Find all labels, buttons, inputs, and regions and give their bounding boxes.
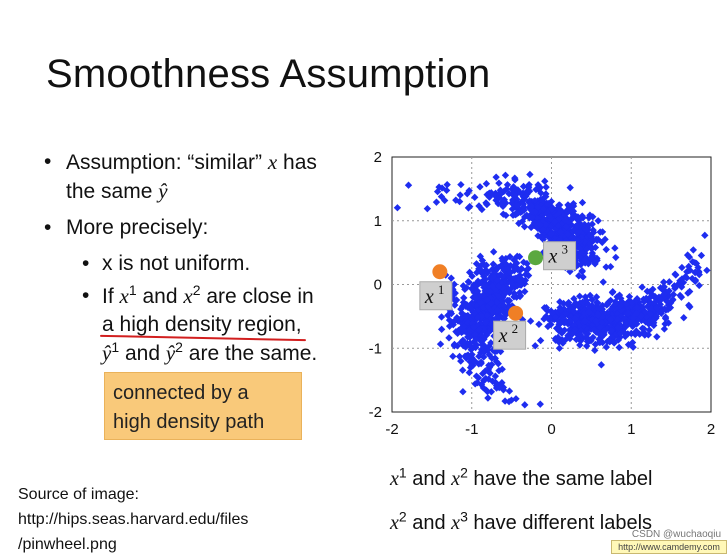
subbullet-high-density: If x1 and x2 are close in a high density…: [40, 282, 370, 368]
callout-line: high density path: [113, 411, 265, 433]
math-x3: x: [451, 512, 461, 534]
math-yhat: ŷ: [158, 179, 168, 203]
point-x2: [508, 305, 524, 321]
bullet-text: More precisely:: [66, 216, 209, 239]
point-x1: [432, 264, 448, 280]
caption-text: have different labels: [467, 512, 653, 534]
sup-3: 3: [460, 508, 468, 525]
math-x2: x: [183, 284, 193, 308]
subbullet-text: are close in: [200, 285, 314, 308]
bullet-assumption: Assumption: “similar” x has the same ŷ: [40, 148, 370, 206]
x-tick-label: -1: [465, 421, 478, 438]
subbullet-text: and: [119, 342, 166, 365]
label-box-x1: [419, 281, 453, 311]
source-url: http://hips.seas.harvard.edu/files: [18, 511, 249, 528]
subbullet-text: are the same.: [182, 342, 318, 365]
x-tick-label: 1: [627, 421, 635, 438]
bullet-text: the same: [66, 180, 159, 203]
source-label: Source of image:: [18, 486, 139, 503]
subbullet-text: x is not uniform.: [102, 252, 251, 275]
label-sup-x1: 1: [438, 282, 445, 297]
bullet-text: has: [277, 151, 317, 174]
sup-2: 2: [175, 339, 183, 355]
high-density-region-text: a high density region,: [102, 313, 302, 336]
x-tick-label: 0: [547, 421, 555, 438]
sup-1: 1: [111, 339, 120, 355]
math-x1: x: [119, 284, 129, 308]
x-tick-label: 2: [707, 421, 715, 438]
math-x2: x: [451, 468, 461, 490]
csdn-watermark: CSDN @wuchaoqiu: [629, 529, 723, 540]
sup-1: 1: [128, 282, 137, 298]
source-note: Source of image: http://hips.seas.harvar…: [18, 482, 248, 557]
y-tick-label: 1: [374, 213, 382, 230]
sup-2: 2: [192, 282, 201, 298]
caption-text: and: [406, 468, 452, 490]
sup-1: 1: [398, 464, 407, 481]
bullet-more-precisely: More precisely:: [40, 214, 370, 242]
bullet-text: Assumption: “similar”: [66, 151, 268, 174]
caption-text: and: [406, 512, 452, 534]
sup-2: 2: [460, 464, 468, 481]
subbullet-not-uniform: x is not uniform.: [40, 250, 370, 278]
source-url: /pinwheel.png: [18, 536, 117, 553]
camdemy-banner: http://www.camdemy.com: [611, 540, 727, 554]
y-tick-label: -2: [369, 404, 382, 421]
bullet-list: Assumption: “similar” x has the same ŷ M…: [40, 148, 370, 372]
label-sup-x3: 3: [562, 242, 569, 257]
x-tick-label: -2: [385, 421, 398, 438]
math-x2: x: [390, 512, 399, 534]
math-x: x: [267, 150, 278, 174]
subbullet-text: If: [102, 285, 120, 308]
math-x1: x: [390, 468, 399, 490]
callout-box: connected by a high density path: [104, 372, 302, 440]
caption-text: have the same label: [467, 468, 653, 490]
label-box-x3: [543, 241, 577, 271]
callout-line: connected by a: [113, 382, 249, 404]
label-x2: x: [498, 325, 508, 347]
label-x1: x: [424, 286, 434, 308]
label-box-x2: [493, 320, 527, 350]
caption-different-labels: x2 and x3 have different labels: [390, 509, 653, 535]
subbullet-text: and: [136, 285, 184, 308]
y-tick-label: 2: [374, 149, 382, 166]
math-yhat2: ŷ: [165, 341, 176, 365]
y-tick-label: 0: [374, 277, 382, 294]
point-x3: [528, 250, 544, 266]
label-sup-x2: 2: [512, 321, 519, 336]
caption-same-label: x1 and x2 have the same label: [390, 465, 653, 491]
y-tick-label: -1: [369, 340, 382, 357]
label-x3: x: [548, 246, 558, 268]
sup-2: 2: [398, 508, 407, 525]
slide-title: Smoothness Assumption: [46, 52, 491, 96]
math-yhat1: ŷ: [102, 341, 112, 365]
